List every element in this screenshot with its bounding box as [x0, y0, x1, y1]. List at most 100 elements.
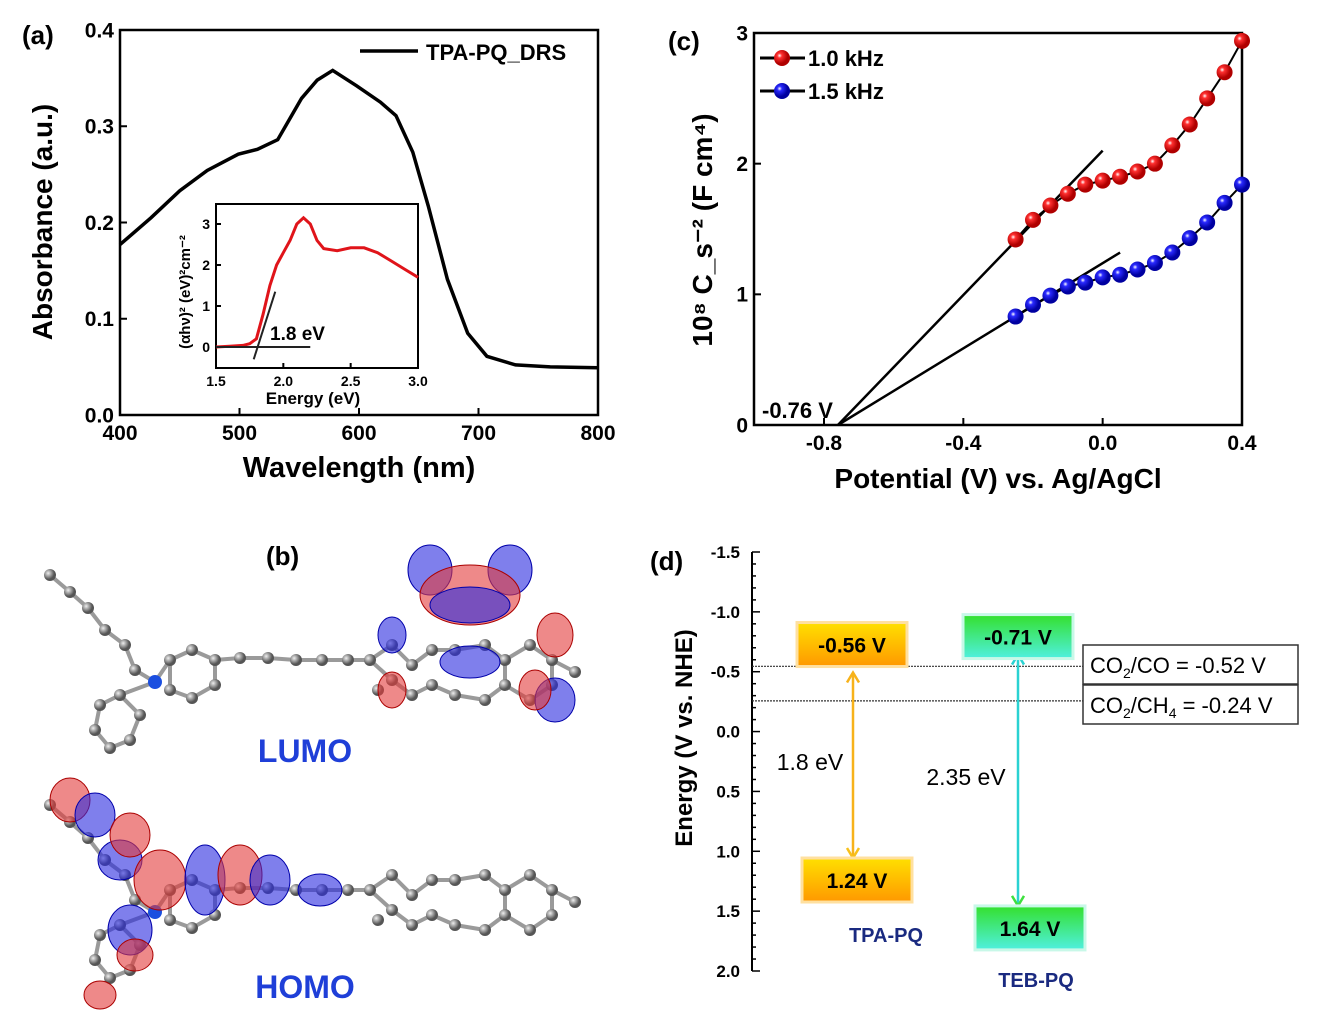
carbon-atom [82, 602, 94, 614]
flatband-label: -0.76 V [762, 398, 833, 423]
carbon-atom [426, 874, 438, 886]
bandgap-label: 2.35 eV [926, 764, 1006, 790]
inset-y-tick-label: 0 [202, 339, 210, 355]
carbon-atom [44, 569, 56, 581]
carbon-atom [406, 689, 418, 701]
inset-frame [215, 203, 419, 369]
carbon-atom [89, 724, 101, 736]
carbon-atom [234, 652, 246, 664]
panel-label-a: (a) [22, 20, 54, 50]
data-point-0 [1059, 185, 1076, 202]
nitrogen-atom [148, 675, 162, 689]
carbon-atom [99, 624, 111, 636]
label-part: CO [1090, 653, 1123, 678]
inset-x-tick-label: 2.5 [341, 373, 361, 389]
data-point-0 [1146, 155, 1163, 172]
panel-d: (d) -1.5-1.0-0.50.00.51.01.52.0 CO2/CO =… [650, 543, 1299, 992]
x-axis-label-a: Wavelength (nm) [243, 452, 476, 484]
carbon-atom [524, 869, 536, 881]
a-x-tick-label: 700 [461, 422, 496, 445]
carbon-atom [406, 659, 418, 671]
carbon-atom [479, 924, 491, 936]
carbon-atom [104, 742, 116, 754]
inset-x-axis-label: Energy (eV) [266, 389, 360, 408]
subscript: 2 [1123, 665, 1131, 681]
carbon-atom [164, 654, 176, 666]
label-part: /CO [1131, 653, 1170, 678]
carbon-atom [386, 869, 398, 881]
data-point-0 [1112, 168, 1129, 185]
carbon-atom [316, 654, 328, 666]
panel-c: (c) -0.8 -0.4 0.0 0.4 0 1 2 3 1.0 kHz 1.5 kHz -0… [668, 22, 1257, 494]
arrow-head-up [845, 670, 861, 684]
cb-box [795, 621, 909, 669]
carbon-atom [94, 929, 106, 941]
inset-x-tick-label: 3.0 [408, 373, 428, 389]
carbon-atom [499, 909, 511, 921]
orbital-lobe-negative [429, 586, 511, 624]
carbon-atom [164, 914, 176, 926]
carbon-atom [499, 654, 511, 666]
carbon-atom [94, 699, 106, 711]
d-y-tick-label: 0.0 [716, 723, 740, 742]
data-point-1 [1112, 266, 1129, 283]
inset-y-tick-label: 3 [202, 216, 210, 232]
orbital-lobe-positive [518, 669, 552, 711]
data-point-1 [1007, 308, 1024, 325]
data-point-1 [1181, 230, 1198, 247]
panel-a: (a) 400 500 600 700 800 0.0 0.1 0.2 0.3 0.4 TPA-P… [22, 19, 616, 484]
label-part: = -0.24 V [1176, 693, 1272, 718]
c-y-tick-label: 0 [736, 414, 748, 437]
data-point-1 [1042, 287, 1059, 304]
redox-label: CO2/CH4 = -0.24 V [1090, 693, 1273, 721]
carbon-atom [186, 692, 198, 704]
panel-label-c: (c) [668, 26, 700, 56]
data-point-1 [1059, 278, 1076, 295]
absorbance-curve [118, 68, 599, 370]
orbital-lobe-positive [83, 980, 117, 1010]
tauc-curve [215, 215, 419, 349]
data-point-1 [1164, 244, 1181, 261]
data-point-1 [1146, 254, 1163, 271]
legend-label-a: TPA-PQ_DRS [426, 40, 566, 65]
a-x-tick-label: 500 [222, 422, 257, 445]
a-x-tick-label: 800 [580, 422, 615, 445]
panel-b: (b) LUMO HOMO [44, 541, 581, 1010]
redox-label-box [1082, 644, 1299, 685]
carbon-atom [546, 909, 558, 921]
d-y-tick-label: 0.5 [716, 782, 740, 801]
data-point-1 [1025, 296, 1041, 313]
d-y-tick-label: -0.5 [711, 663, 740, 682]
c-y-tick-label: 3 [736, 22, 748, 45]
inset-y-axis-label: (αhν)² (eV)²cm⁻² [177, 235, 194, 349]
carbon-atom [129, 664, 141, 676]
d-y-tick-label: 1.0 [716, 842, 740, 861]
subscript: 4 [1169, 705, 1177, 721]
label-part: CO [1090, 693, 1123, 718]
carbon-atom [479, 694, 491, 706]
legend-marker-c-0 [774, 50, 790, 66]
lumo-molecule-image [44, 544, 581, 754]
carbon-atom [134, 709, 146, 721]
data-point-0 [1234, 32, 1250, 49]
data-point-1 [1234, 176, 1250, 193]
orbital-lobe-positive [109, 812, 151, 858]
carbon-atom [262, 652, 274, 664]
vb-label: 1.24 V [827, 870, 888, 893]
a-y-tick-label: 0.1 [85, 308, 115, 331]
carbon-atom [426, 909, 438, 921]
inset-x-tick-label: 1.5 [206, 373, 226, 389]
inset-bandgap-label: 1.8 eV [270, 324, 325, 345]
orbital-lobe-positive [377, 671, 407, 709]
homo-molecule-image [44, 777, 581, 1010]
orbital-lobe-negative [377, 616, 407, 654]
carbon-atom [406, 889, 418, 901]
data-point-0 [1216, 64, 1233, 81]
a-y-tick-label: 0.0 [85, 404, 114, 427]
data-point-0 [1007, 231, 1024, 248]
carbon-atom [104, 972, 116, 984]
c-x-tick-label: 0.0 [1088, 432, 1117, 455]
carbon-atom [124, 734, 136, 746]
carbon-atom [164, 684, 176, 696]
